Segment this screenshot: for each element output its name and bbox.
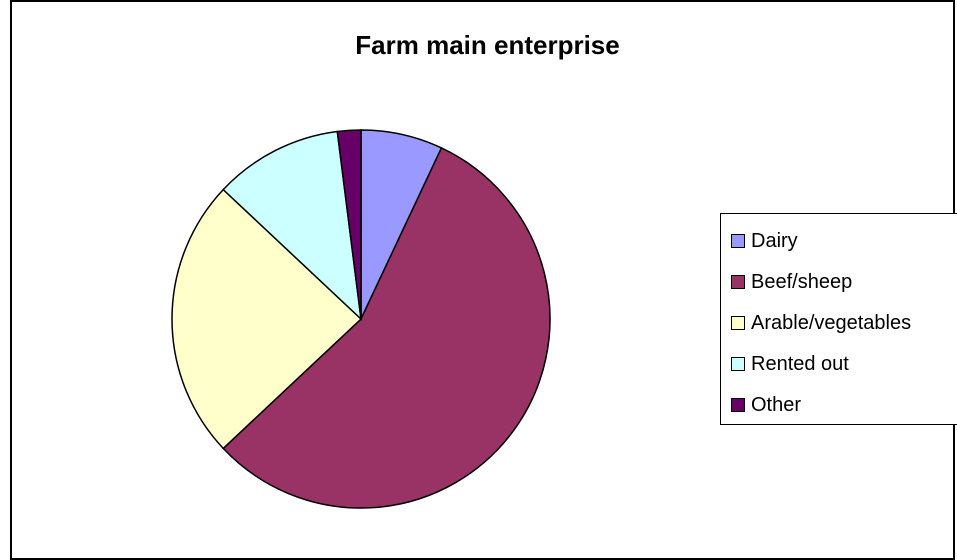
pie-slice-beef-sheep	[222, 146, 551, 509]
legend-item: Beef/sheep	[731, 270, 852, 294]
legend-swatch	[731, 234, 745, 248]
legend-item: Rented out	[731, 352, 849, 376]
legend-label: Beef/sheep	[751, 270, 853, 293]
legend-label: Rented out	[751, 352, 849, 375]
legend-item: Other	[731, 393, 801, 417]
legend: Dairy Beef/sheep Arable/vegetables Rented o…	[720, 213, 957, 425]
legend-item: Arable/vegetables	[731, 311, 911, 335]
pie-slice-rented-out	[222, 130, 363, 321]
pie-slice-arable-vegetables	[171, 188, 363, 450]
legend-swatch	[731, 275, 745, 289]
chart-title: Farm main enterprise	[355, 30, 620, 60]
legend-label: Other	[751, 393, 802, 416]
legend-label: Arable/vegetables	[751, 311, 912, 334]
legend-swatch	[731, 316, 745, 330]
legend-swatch	[731, 357, 745, 371]
pie-slice-other	[336, 129, 362, 320]
legend-item: Dairy	[731, 229, 798, 253]
legend-label: Dairy	[751, 229, 798, 252]
pie-chart	[171, 129, 551, 509]
legend-swatch	[731, 398, 745, 412]
